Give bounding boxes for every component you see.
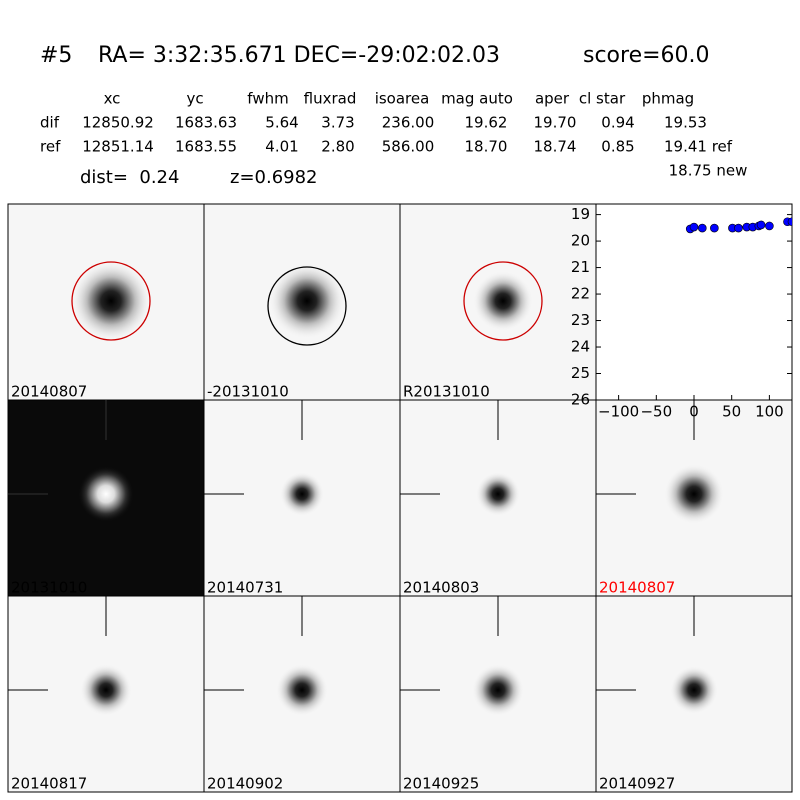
- table-cell: 1683.63: [175, 114, 237, 132]
- x-tick-label: −50: [640, 403, 672, 421]
- aperture: [267, 266, 347, 346]
- data-point: [689, 222, 699, 232]
- source: [473, 271, 533, 331]
- source: [78, 466, 134, 522]
- data-point: [734, 223, 743, 233]
- aperture: [71, 261, 151, 341]
- data-point: [710, 223, 719, 233]
- column-header: mag auto: [441, 90, 513, 108]
- column-header: fluxrad: [304, 90, 357, 108]
- y-tick-label: 25: [571, 364, 590, 382]
- data-point: [787, 217, 792, 227]
- y-tick-label: 21: [571, 258, 590, 276]
- x-tick-label: −100: [598, 403, 639, 421]
- y-tick-label: 23: [571, 311, 590, 329]
- panel-label: 20140803: [403, 579, 479, 597]
- panel-label: 20131010: [11, 579, 87, 597]
- panel-label: -20131010: [207, 383, 289, 401]
- table-cell: 1683.55: [175, 138, 237, 156]
- source: [280, 472, 324, 516]
- new-mag: 18.75 new: [669, 162, 748, 180]
- source: [276, 664, 328, 716]
- candidate-id: #5: [40, 43, 72, 68]
- column-header: cl star: [579, 90, 626, 108]
- data-point: [765, 221, 774, 231]
- table-cell: 0.85: [601, 138, 634, 156]
- table-cell: 0.94: [601, 114, 634, 132]
- table-cell: 236.00: [382, 114, 435, 132]
- redshift: z=0.6982: [230, 167, 318, 188]
- source: [71, 261, 151, 341]
- y-tick-label: 26: [571, 391, 590, 409]
- table-cell: 19.41 ref: [664, 138, 733, 156]
- panel-label: 20140817: [11, 775, 87, 793]
- panel-label: 20140807: [11, 383, 87, 401]
- x-tick-label: 100: [755, 403, 784, 421]
- table-cell: 12850.92: [82, 114, 154, 132]
- column-header: phmag: [642, 90, 694, 108]
- row-label: ref: [40, 138, 61, 156]
- table-cell: 18.74: [534, 138, 577, 156]
- column-header: isoarea: [375, 90, 430, 108]
- table-cell: 2.80: [321, 138, 354, 156]
- panel-label: 20140902: [207, 775, 283, 793]
- panel-label: 20140927: [599, 775, 675, 793]
- row-label: dif: [40, 114, 60, 132]
- points: [685, 217, 792, 234]
- panel-label: 20140925: [403, 775, 479, 793]
- table-cell: 586.00: [382, 138, 435, 156]
- y-tick-label: 24: [571, 338, 590, 356]
- y-tick-label: 22: [571, 285, 590, 303]
- source: [476, 472, 520, 516]
- panel-label: 20140731: [207, 579, 283, 597]
- column-header: xc: [104, 90, 121, 108]
- y-tick-label: 20: [571, 232, 590, 250]
- plot-area: [595, 203, 793, 401]
- source: [670, 666, 718, 714]
- source: [472, 664, 524, 716]
- table-cell: 19.53: [664, 114, 707, 132]
- data-point: [756, 220, 766, 230]
- table-cell: 3.73: [321, 114, 354, 132]
- table-cell: 19.70: [534, 114, 577, 132]
- dist: dist= 0.24: [80, 167, 179, 188]
- source: [269, 263, 345, 339]
- source: [80, 664, 132, 716]
- column-header: yc: [186, 90, 203, 108]
- aperture: [463, 261, 543, 341]
- x-tick-label: 50: [722, 403, 741, 421]
- table-cell: 18.70: [465, 138, 508, 156]
- source: [664, 464, 724, 524]
- data-point: [697, 223, 707, 233]
- y-tick-label: 19: [571, 205, 590, 223]
- x-tick-label: 0: [689, 403, 699, 421]
- column-header: fwhm: [247, 90, 288, 108]
- table-cell: 5.64: [265, 114, 298, 132]
- table-cell: 4.01: [265, 138, 298, 156]
- score: score=60.0: [583, 43, 710, 68]
- table-cell: 19.62: [465, 114, 508, 132]
- column-header: aper: [535, 90, 570, 108]
- coordinates: RA= 3:32:35.671 DEC=-29:02:02.03: [98, 43, 500, 68]
- panel-label: 20140807: [599, 579, 675, 597]
- table-cell: 12851.14: [82, 138, 154, 156]
- panel-label: R20131010: [403, 383, 490, 401]
